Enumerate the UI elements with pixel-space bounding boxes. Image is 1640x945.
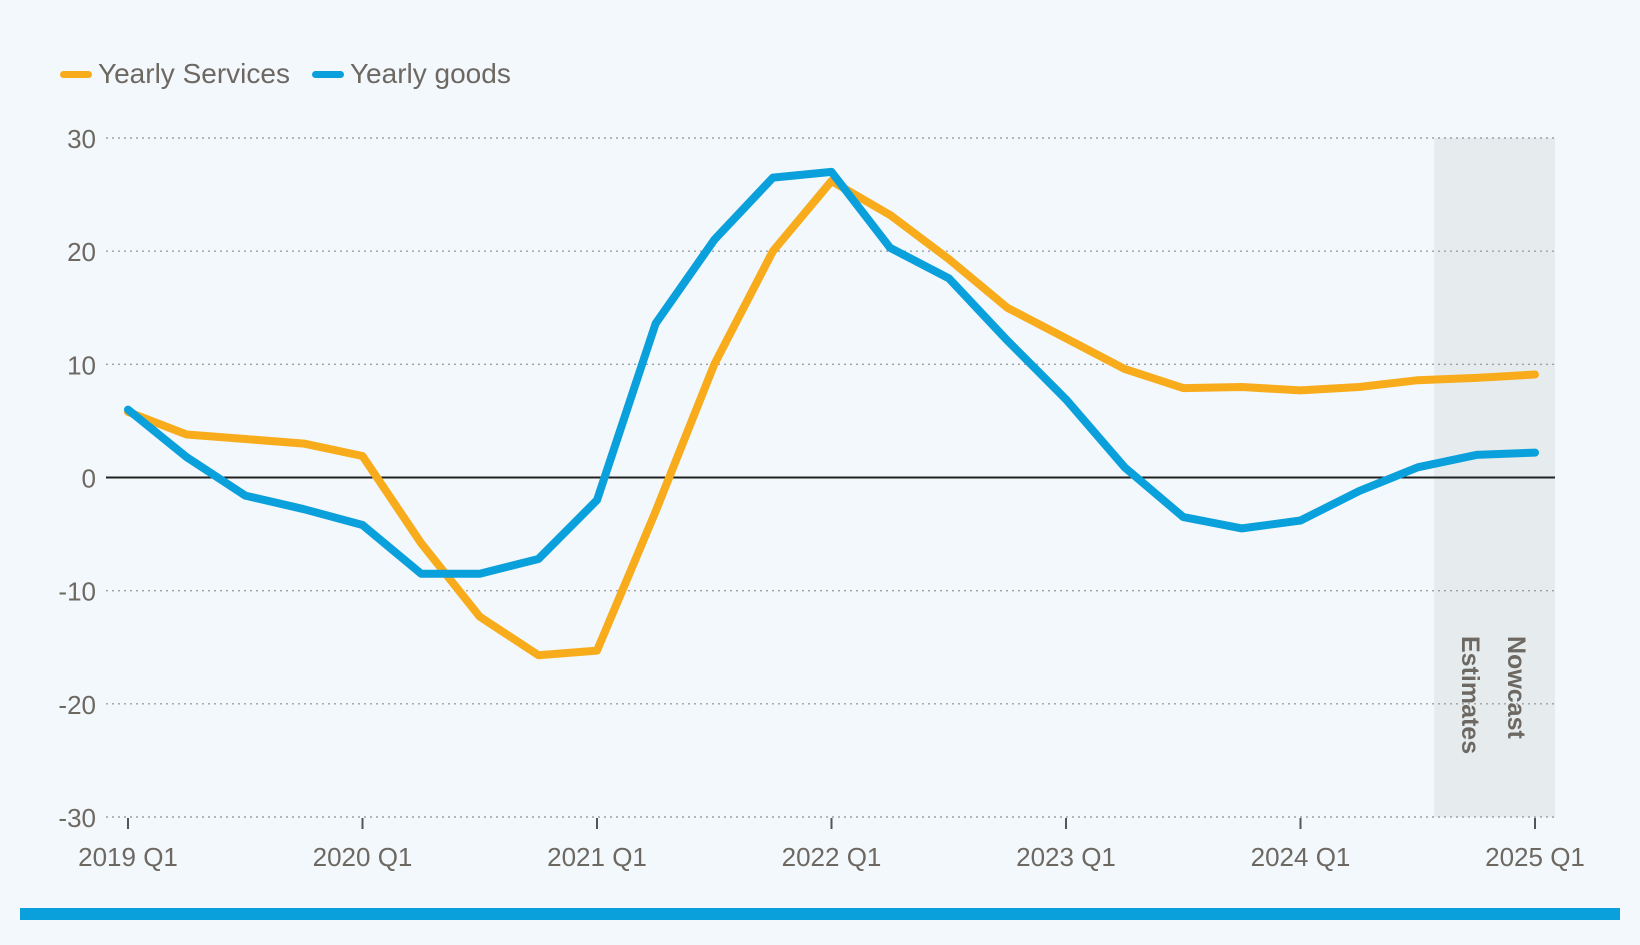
series-line-yearly-goods <box>124 167 1539 578</box>
x-tick-label: 2023 Q1 <box>1016 842 1116 872</box>
x-tick-label: 2024 Q1 <box>1251 842 1351 872</box>
x-tick-label: 2022 Q1 <box>782 842 882 872</box>
y-tick-label: 30 <box>67 124 96 154</box>
bottom-rule <box>20 908 1620 920</box>
legend-swatch <box>60 70 92 78</box>
y-tick-label: 20 <box>67 237 96 267</box>
y-tick-label: 0 <box>82 464 96 494</box>
legend-swatch <box>311 70 344 78</box>
y-tick-label: -10 <box>58 577 96 607</box>
legend: Yearly Services Yearly goods <box>60 58 511 90</box>
y-tick-label: -30 <box>58 803 96 833</box>
legend-label: Yearly goods <box>349 58 511 89</box>
x-tick-label: 2019 Q1 <box>78 842 178 872</box>
legend-label: Yearly Services <box>98 58 290 89</box>
annotation-estimates: Estimates <box>1456 636 1484 754</box>
legend-item: Yearly Services <box>60 58 290 90</box>
y-tick-label: -20 <box>58 690 96 720</box>
legend-item: Yearly goods <box>311 58 511 90</box>
series-line-yearly-services <box>124 177 1539 660</box>
annotation-nowcast: Nowcast <box>1502 636 1530 739</box>
x-tick-label: 2021 Q1 <box>547 842 647 872</box>
x-tick-label: 2025 Q1 <box>1485 842 1585 872</box>
y-tick-label: 10 <box>67 350 96 380</box>
x-tick-label: 2020 Q1 <box>313 842 413 872</box>
